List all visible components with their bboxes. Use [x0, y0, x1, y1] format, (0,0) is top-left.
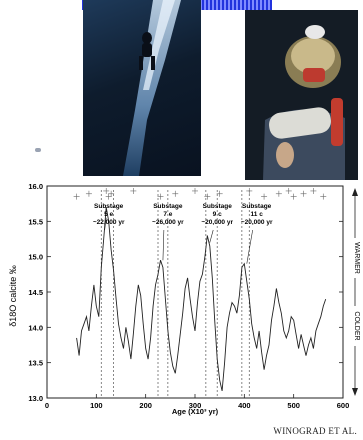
plot-frame: [46, 185, 344, 399]
x-tick-label: 0: [45, 401, 49, 410]
series-line: [76, 207, 327, 391]
annotation-arrow: [162, 229, 165, 261]
top-error-markers: [73, 187, 327, 200]
annotation-arrow: [104, 217, 107, 231]
y-tick-label: 16.0: [28, 182, 43, 191]
y-tick-label: 14.5: [28, 288, 43, 297]
diver-silhouette: [139, 32, 155, 70]
annotation-label: ~26,000 yr: [152, 219, 184, 226]
y-axis-ticks: 13.0 13.5 14.0 14.5 15.0 15.5 16.0: [28, 182, 343, 403]
dashed-lines: [100, 190, 250, 398]
x-tick-label: 500: [287, 401, 300, 410]
x-tick-label: 200: [139, 401, 152, 410]
annotation-label: ~22,000 yr: [93, 219, 125, 226]
annotation-label: 11 c: [251, 211, 264, 218]
delta-o18-chart: 13.0 13.5 14.0 14.5 15.0 15.5 16.0 0 100 200 300 4…: [0, 176, 363, 418]
annotation-label: Substage: [242, 203, 272, 210]
y-axis-label: δ18O calcite ‰: [8, 265, 18, 327]
cave-diver-photo: [83, 0, 201, 176]
x-axis-label: Age (X10³ yr): [172, 407, 219, 416]
credit-text: WINOGRAD ET AL.: [273, 426, 357, 436]
annotation-label: 9 c: [213, 211, 222, 218]
annotation-label: ~20,000 yr: [241, 219, 273, 226]
annotation-label: ~20,000 yr: [201, 219, 233, 226]
x-tick-label: 100: [90, 401, 103, 410]
right-axis-indicator: WARMER COLDER: [350, 188, 360, 396]
y-tick-label: 15.5: [28, 217, 43, 226]
y-tick-label: 13.0: [28, 394, 43, 403]
x-tick-label: 400: [238, 401, 251, 410]
colder-label: COLDER: [353, 311, 360, 340]
x-tick-label: 300: [189, 401, 202, 410]
image-artifact: [35, 148, 41, 152]
y-tick-label: 14.0: [28, 323, 43, 332]
y-tick-label: 15.0: [28, 253, 43, 262]
diver-with-core-photo: [245, 10, 358, 180]
x-axis-ticks: 0 100 200 300 400 500 600: [45, 394, 349, 410]
annotation-label: Substage: [153, 203, 183, 210]
x-tick-label: 600: [337, 401, 350, 410]
annotation-label: 5 e: [104, 211, 113, 218]
annotation-label: Substage: [94, 203, 124, 210]
annotation-label: 7 e: [163, 211, 172, 218]
y-tick-label: 13.5: [28, 359, 43, 368]
warmer-label: WARMER: [353, 242, 360, 274]
annotation-label: Substage: [203, 203, 233, 210]
annotation-arrow: [246, 229, 253, 264]
annotation-arrow: [209, 229, 214, 243]
